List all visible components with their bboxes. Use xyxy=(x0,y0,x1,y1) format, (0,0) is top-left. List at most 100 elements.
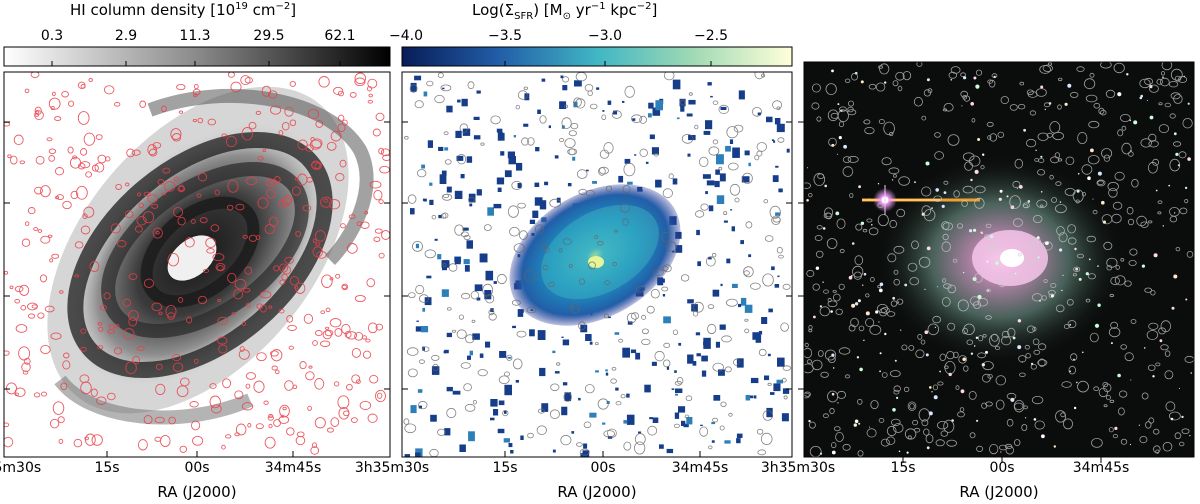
sfr-pixel xyxy=(736,433,743,438)
optical-contour xyxy=(987,374,993,379)
hi-contour xyxy=(291,186,301,196)
optical-contour xyxy=(824,349,837,361)
optical-star xyxy=(1173,274,1178,279)
sfr-contour xyxy=(723,211,728,216)
hi-contour xyxy=(330,417,340,427)
sfr-contour xyxy=(443,131,449,136)
optical-contour xyxy=(1158,327,1166,335)
optical-contour xyxy=(870,276,875,282)
optical-contour xyxy=(1036,199,1048,209)
optical-star xyxy=(973,76,977,80)
optical-contour xyxy=(1179,207,1188,215)
hi-contour xyxy=(206,248,215,254)
optical-contour xyxy=(862,228,868,233)
sfr-contour xyxy=(663,72,675,81)
optical-star xyxy=(1159,339,1163,343)
hi-contour xyxy=(335,172,345,182)
optical-contour xyxy=(835,308,843,315)
sfr-colorbar-label: Log(ΣSFR) [M⊙ yr−1 kpc−2] xyxy=(472,1,657,22)
sfr-pixel xyxy=(473,116,480,120)
hi-contour xyxy=(37,229,43,233)
sfr-pixel xyxy=(748,162,751,167)
optical-contour xyxy=(848,324,856,332)
hi-contour xyxy=(295,230,302,237)
optical-star xyxy=(1069,323,1072,326)
sfr-contour xyxy=(598,166,609,175)
sfr-contour xyxy=(576,169,588,179)
optical-contour xyxy=(943,103,954,112)
optical-star xyxy=(1152,375,1155,378)
optical-contour xyxy=(1147,364,1156,371)
hi-contour xyxy=(83,206,95,218)
sfr-pixel xyxy=(578,397,581,401)
optical-star xyxy=(1094,323,1100,328)
sfr-contour xyxy=(562,238,572,245)
optical-contour xyxy=(980,165,985,170)
optical-contour xyxy=(839,106,847,112)
optical-star xyxy=(1037,256,1040,259)
sfr-pixel xyxy=(622,347,630,358)
optical-star xyxy=(1189,435,1191,437)
sfr-panel: Log(ΣSFR) [M⊙ yr−1 kpc−2] −4.0 −3.5 −3.0… xyxy=(389,1,835,501)
sfr-contour xyxy=(523,86,528,90)
optical-star xyxy=(1012,336,1016,340)
optical-star xyxy=(898,450,901,453)
sfr-contour xyxy=(456,153,467,165)
sfr-pixel xyxy=(627,321,633,325)
hi-contour xyxy=(253,380,265,393)
optical-contour xyxy=(947,322,956,331)
optical-star xyxy=(1130,379,1132,381)
hi-contour xyxy=(378,147,385,155)
hi-contour xyxy=(349,92,357,98)
sfr-contour xyxy=(568,130,577,137)
optical-contour xyxy=(916,62,923,67)
sfr-contour xyxy=(662,188,673,199)
sfr-pixel xyxy=(744,150,750,156)
sfr-contour xyxy=(720,401,727,407)
sfr-contour xyxy=(451,329,457,333)
hi-contour xyxy=(177,216,186,226)
optical-contour xyxy=(1150,290,1156,296)
optical-contour xyxy=(1181,428,1190,435)
optical-contour xyxy=(858,325,865,332)
optical-contour xyxy=(963,323,975,336)
hi-contour xyxy=(157,179,165,185)
optical-star xyxy=(941,204,945,208)
optical-star xyxy=(1187,157,1191,161)
hi-contour xyxy=(375,112,385,122)
optical-contour xyxy=(947,284,957,294)
optical-contour xyxy=(1093,386,1100,392)
optical-contour xyxy=(908,344,915,351)
optical-contour xyxy=(829,407,835,415)
sfr-contour xyxy=(754,72,765,80)
hi-contour xyxy=(268,90,278,99)
sfr-pixel xyxy=(446,332,452,338)
hi-contour xyxy=(59,290,64,294)
optical-contour xyxy=(1121,142,1132,155)
optical-contour xyxy=(1065,156,1075,165)
optical-contour xyxy=(948,71,957,79)
optical-contour xyxy=(825,83,837,95)
optical-star xyxy=(858,422,861,425)
optical-contour xyxy=(804,342,809,348)
optical-star xyxy=(837,153,838,155)
sfr-pixel xyxy=(535,147,540,152)
sfr-contour xyxy=(576,442,583,447)
sfr-x-ticks: 15s 00s 34m45s 3h35m30s xyxy=(492,460,835,476)
optical-star xyxy=(1069,370,1071,373)
sfr-pixel xyxy=(493,203,502,209)
sfr-pixel xyxy=(775,212,781,216)
hi-contour xyxy=(154,436,162,442)
optical-contour xyxy=(804,347,813,359)
optical-contour xyxy=(809,421,816,429)
hi-contour xyxy=(330,130,342,142)
sfr-x-tick: 34m45s xyxy=(672,460,729,476)
optical-contour xyxy=(960,72,966,77)
sfr-cbar-tick: −3.0 xyxy=(588,28,622,44)
sfr-pixel xyxy=(554,155,559,159)
optical-star xyxy=(989,234,994,239)
sfr-contour xyxy=(685,395,693,402)
optical-star xyxy=(865,311,870,316)
hi-contour xyxy=(97,321,103,326)
sfr-pixel xyxy=(702,174,711,179)
